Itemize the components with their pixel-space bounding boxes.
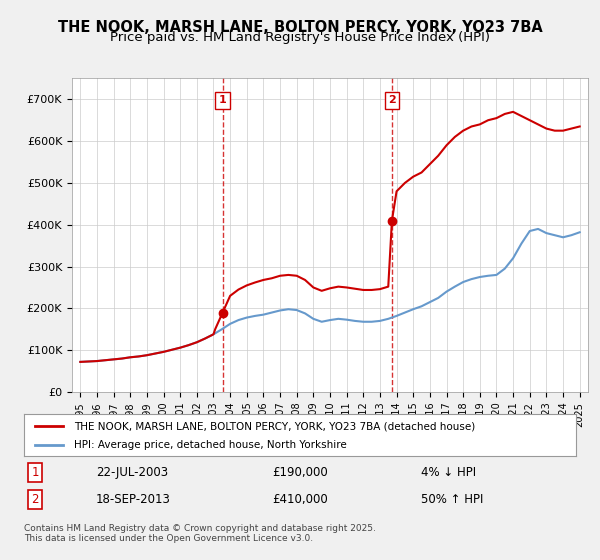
Text: HPI: Average price, detached house, North Yorkshire: HPI: Average price, detached house, Nort… bbox=[74, 440, 346, 450]
Text: THE NOOK, MARSH LANE, BOLTON PERCY, YORK, YO23 7BA: THE NOOK, MARSH LANE, BOLTON PERCY, YORK… bbox=[58, 20, 542, 35]
Text: 18-SEP-2013: 18-SEP-2013 bbox=[96, 493, 170, 506]
Text: 50% ↑ HPI: 50% ↑ HPI bbox=[421, 493, 484, 506]
Text: 4% ↓ HPI: 4% ↓ HPI bbox=[421, 465, 476, 479]
Text: 1: 1 bbox=[31, 465, 39, 479]
Text: Contains HM Land Registry data © Crown copyright and database right 2025.
This d: Contains HM Land Registry data © Crown c… bbox=[24, 524, 376, 543]
Text: 1: 1 bbox=[219, 95, 227, 105]
Text: 2: 2 bbox=[31, 493, 39, 506]
Text: Price paid vs. HM Land Registry's House Price Index (HPI): Price paid vs. HM Land Registry's House … bbox=[110, 31, 490, 44]
Text: £190,000: £190,000 bbox=[272, 465, 328, 479]
Text: 22-JUL-2003: 22-JUL-2003 bbox=[96, 465, 168, 479]
Text: THE NOOK, MARSH LANE, BOLTON PERCY, YORK, YO23 7BA (detached house): THE NOOK, MARSH LANE, BOLTON PERCY, YORK… bbox=[74, 421, 475, 431]
Text: 2: 2 bbox=[388, 95, 396, 105]
Text: £410,000: £410,000 bbox=[272, 493, 328, 506]
